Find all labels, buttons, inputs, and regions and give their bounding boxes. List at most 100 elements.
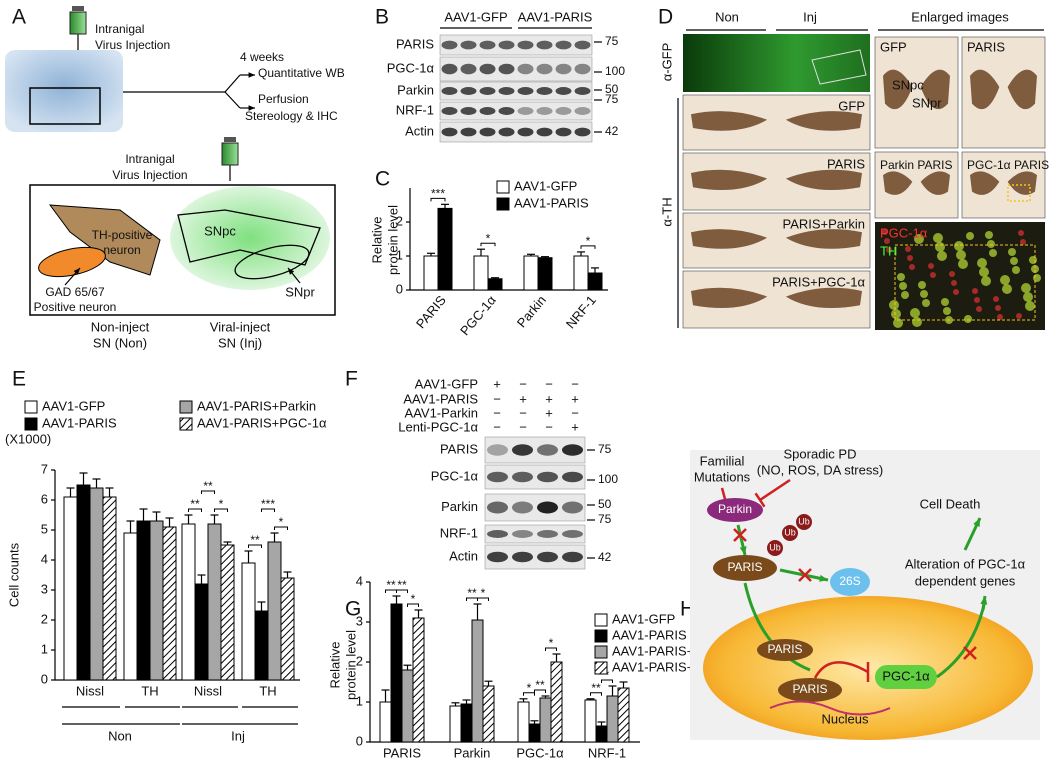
zoom-box [894, 244, 1036, 321]
blot-band [536, 127, 553, 137]
condition-mark: − [493, 419, 501, 434]
cell-signal [1000, 275, 1010, 285]
inhibit-curve [813, 661, 869, 679]
significance-bracket [201, 490, 215, 494]
blot-band [536, 107, 553, 115]
legend-label: AAV1-PARIS+PGC-1α [197, 415, 327, 430]
y-tick-label: 4 [41, 551, 48, 566]
pgc-node [875, 665, 937, 689]
blot-strip [439, 34, 593, 56]
bar [89, 487, 104, 681]
panel-label: E [12, 368, 26, 391]
parkin-node [707, 498, 763, 522]
cell-signal [1008, 248, 1016, 256]
schematic-box [29, 184, 336, 316]
panel-label: B [375, 6, 389, 29]
bar [136, 520, 151, 681]
bar [437, 207, 453, 291]
paris-node [713, 555, 777, 581]
bar [181, 523, 196, 681]
blot-row-label: PGC-1α [431, 468, 479, 483]
x-tick-label: PGC-1α [457, 292, 499, 338]
legend-swatch [496, 197, 510, 211]
significance-stars: * [527, 681, 532, 695]
bar [401, 669, 414, 743]
cell-signal [918, 281, 926, 289]
significance-stars: * [605, 668, 610, 682]
x-tick-label: PARIS [383, 745, 421, 760]
cell-signal [1029, 256, 1037, 264]
cell-signal [1020, 239, 1026, 245]
blot-row-label: Actin [449, 548, 478, 563]
blot-band [487, 444, 508, 456]
cell-signal [993, 296, 999, 302]
cell-signal [953, 289, 959, 295]
cell-signal [935, 242, 945, 252]
cell-signal [964, 315, 972, 323]
cell-signal [1016, 313, 1022, 319]
x-tick-label: PGC-1α [516, 745, 564, 760]
blot-band [498, 63, 515, 75]
syringe [69, 11, 87, 35]
condition-mark: − [519, 376, 527, 391]
unit-label: (X1000) [5, 431, 51, 446]
cell-signal [922, 299, 930, 307]
image-label: PARIS [967, 39, 1005, 54]
group-header: AAV1-GFP [444, 9, 507, 24]
mw-marker: 75 [605, 92, 619, 106]
cell-signal [951, 280, 957, 286]
cell-signal [966, 232, 974, 240]
bar [194, 583, 209, 681]
cell-signal [1002, 284, 1012, 294]
mw-marker: 75 [598, 442, 612, 456]
legend-label: AAV1-GFP [514, 178, 577, 193]
blot-band [441, 87, 458, 95]
brain-image [5, 50, 123, 132]
bar [423, 255, 439, 291]
cell-signal [954, 241, 964, 251]
th-staining [691, 287, 768, 309]
blot-band [536, 87, 553, 95]
bar [487, 278, 503, 291]
arrow-head [248, 72, 255, 78]
image-label: SNpc [892, 77, 924, 92]
significance-stars: ** [203, 479, 213, 493]
significance-stars: * [279, 515, 284, 529]
significance-stars: ** [467, 586, 477, 600]
cell-signal [972, 288, 978, 294]
condition-mark: − [545, 376, 553, 391]
significance-bracket [430, 197, 446, 202]
th-staining [970, 69, 1000, 110]
blot-row-label: Actin [405, 123, 434, 138]
row-label: α-TH [659, 197, 674, 226]
block-x [798, 568, 812, 582]
condition-mark: + [571, 391, 579, 406]
legend-swatch [594, 629, 608, 643]
legend-label: AAV1-PARIS [514, 195, 589, 210]
diagram-text: (NO, ROS, DA stress) [757, 462, 883, 477]
arrow-head [288, 268, 295, 275]
blot-band [479, 63, 496, 75]
bar [207, 523, 222, 681]
significance-stars: * [486, 231, 491, 245]
image-label: PARIS [827, 156, 865, 171]
significance-stars: * [481, 586, 486, 600]
node-label: Parkin [718, 502, 752, 516]
cell-signal [1010, 257, 1018, 265]
bar [267, 541, 282, 681]
blot-band [441, 127, 458, 137]
legend-label: AAV1-GFP [42, 398, 105, 413]
significance-stars: ** [397, 578, 407, 592]
bar [523, 255, 539, 291]
th-staining [785, 287, 862, 309]
bar [162, 526, 177, 681]
blot-row-label: PARIS [440, 441, 478, 456]
node-label: PGC-1α [882, 668, 930, 683]
blot-band [574, 63, 591, 75]
y-tick-label: 0 [356, 733, 363, 748]
connector [224, 74, 241, 93]
x-tick-label: NRF-1 [563, 292, 599, 331]
node-label: 26S [839, 574, 860, 588]
blot-band [498, 127, 515, 137]
blot-band [537, 551, 558, 563]
